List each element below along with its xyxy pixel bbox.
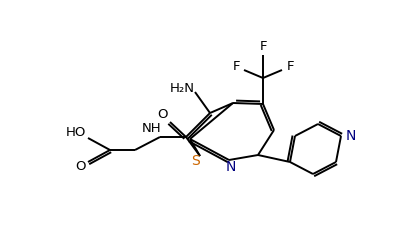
Text: F: F [286, 60, 294, 72]
Text: NH: NH [142, 122, 162, 136]
Text: O: O [157, 108, 167, 120]
Text: F: F [259, 41, 267, 54]
Text: H₂N: H₂N [169, 83, 195, 96]
Text: F: F [232, 60, 240, 72]
Text: S: S [190, 154, 199, 168]
Text: N: N [226, 160, 236, 174]
Text: HO: HO [66, 126, 86, 139]
Text: N: N [346, 129, 356, 143]
Text: O: O [75, 161, 85, 174]
